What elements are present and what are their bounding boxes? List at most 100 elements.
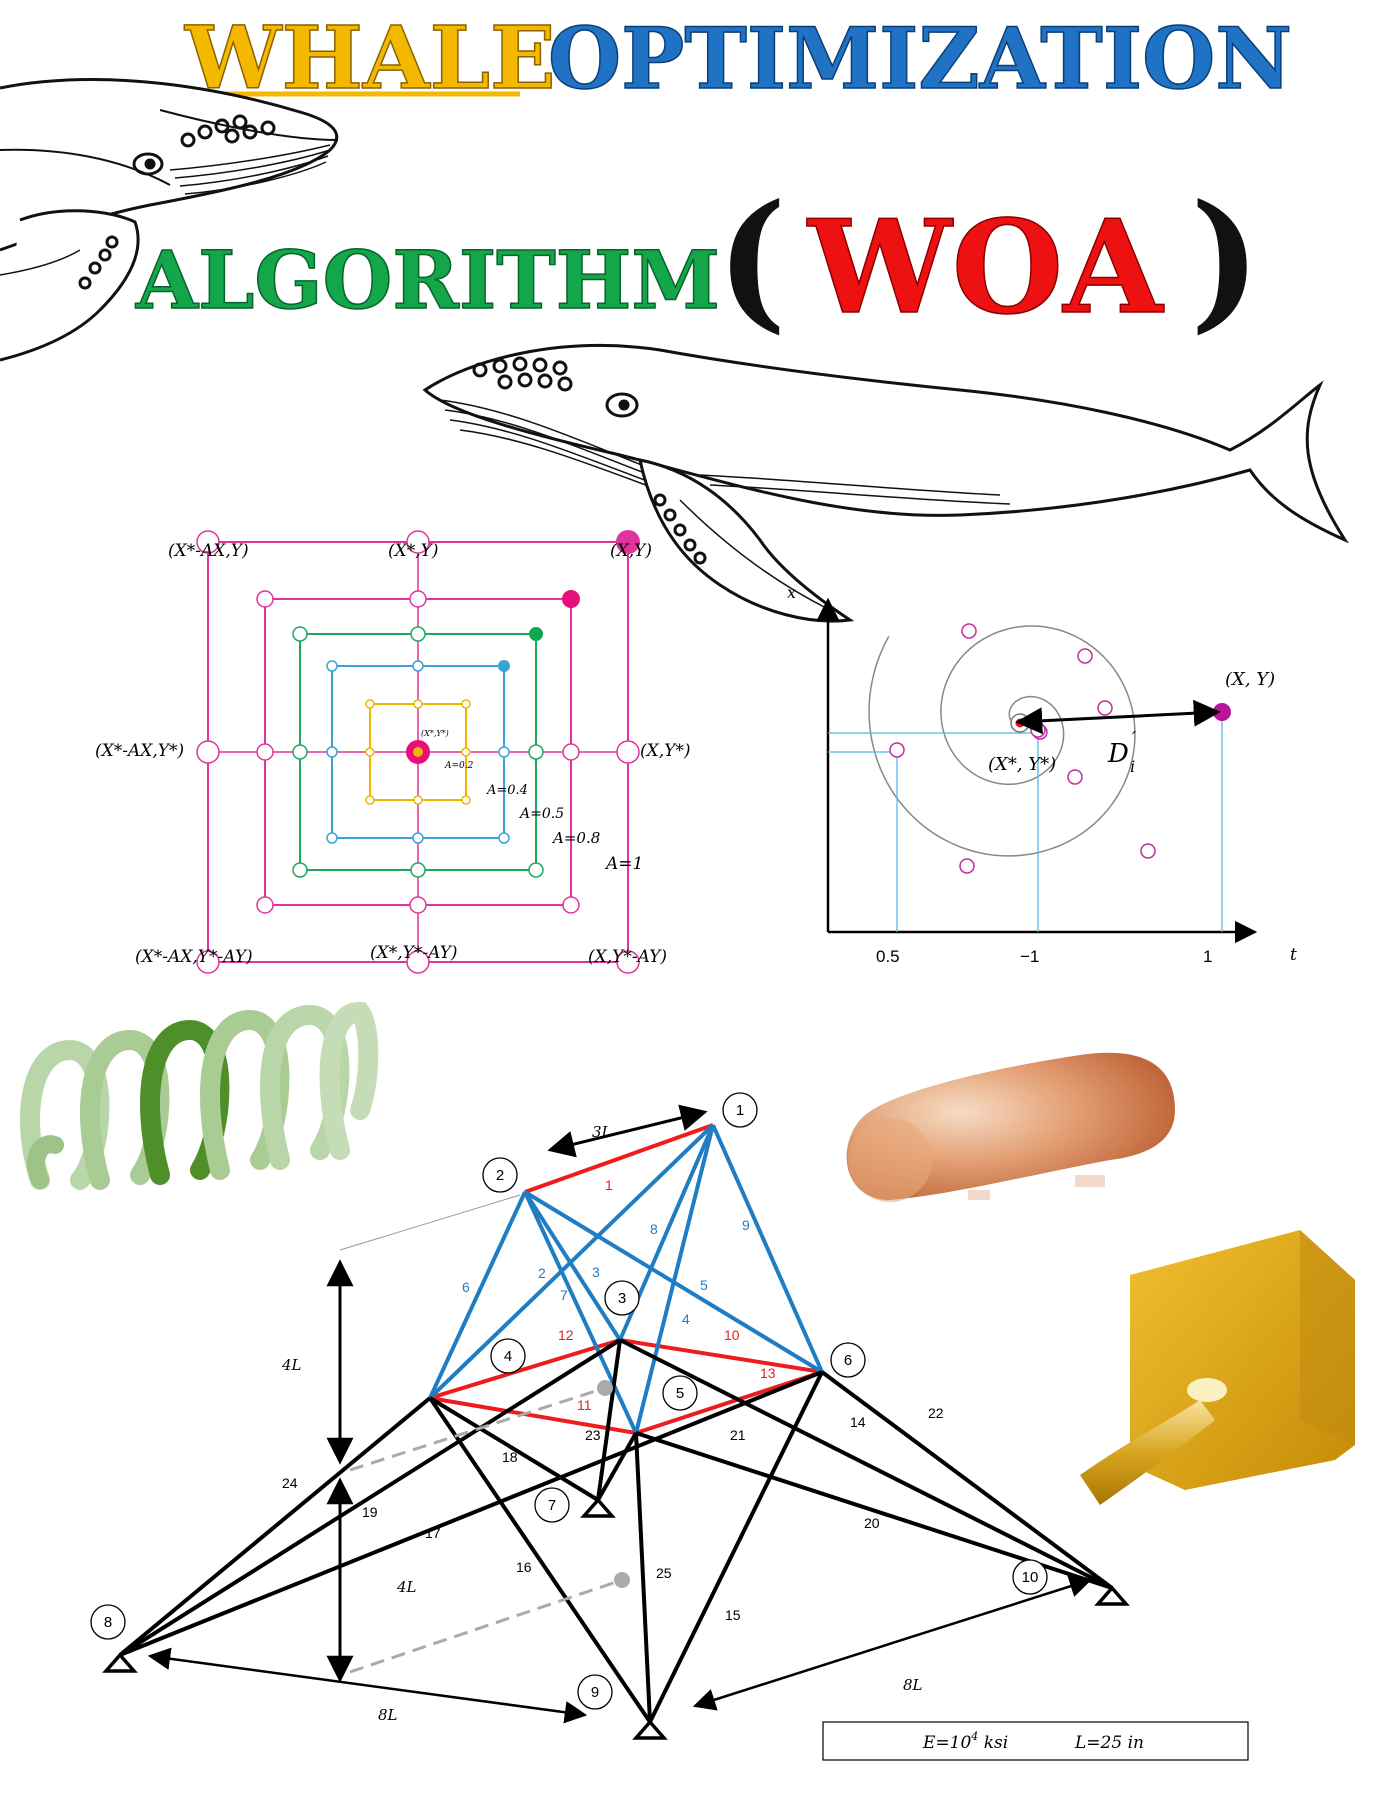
truss-member-label-12: 12 <box>558 1327 574 1343</box>
encircle-node-2-7 <box>529 863 543 877</box>
encircle-node-4-2 <box>462 700 470 708</box>
legend-e-unit: ksi <box>978 1733 1008 1753</box>
encircle-node-2-6 <box>411 863 425 877</box>
legend-l: L=25 in <box>1074 1733 1144 1753</box>
encircle-node-1-6 <box>410 897 426 913</box>
distance-arrow <box>1018 712 1218 722</box>
label-mid-right: (X,Y*) <box>640 741 691 761</box>
truss-node-label-1: 1 <box>736 1102 744 1119</box>
encircle-best-2 <box>529 627 543 641</box>
truss-member-label-25: 25 <box>656 1565 672 1581</box>
dim-label-top: 3L <box>592 1123 612 1141</box>
truss-support-8 <box>106 1655 134 1671</box>
encircle-node-0-3 <box>197 741 219 763</box>
label-a-0-4: A=0.4 <box>486 783 528 798</box>
truss-member-label-17: 17 <box>425 1525 441 1541</box>
tick-neg-1: −1 <box>1020 947 1039 966</box>
whale-illustration-right <box>425 346 1345 622</box>
truss-member-4-9 <box>430 1398 650 1722</box>
tick-1: 1 <box>1203 947 1212 966</box>
encircle-node-3-7 <box>499 833 509 843</box>
spring-illustration <box>30 1012 368 1180</box>
truss-member-label-5: 5 <box>700 1277 708 1293</box>
label-top-mid: (X*,Y) <box>388 541 439 561</box>
truss-member-label-10: 10 <box>724 1327 740 1343</box>
encircle-node-3-1 <box>413 661 423 671</box>
center-label: (X*, Y*) <box>988 754 1056 775</box>
title-block: WHALE OPTIMIZATION ALGORITHM ( WOA ) <box>135 8 1292 348</box>
truss-member-label-18: 18 <box>502 1449 518 1465</box>
label-bot-right: (X,Y*-AY) <box>588 947 667 967</box>
dim-arrow-base-left <box>150 1656 585 1715</box>
encircle-node-2-5 <box>293 863 307 877</box>
title-acronym: WOA <box>806 193 1164 343</box>
dim-label-lower: 4L <box>396 1578 417 1596</box>
spiral-point-2 <box>1098 701 1112 715</box>
distance-sub: i <box>1130 757 1135 776</box>
dim-arrow-base-right <box>695 1580 1090 1706</box>
truss-node-label-2: 2 <box>496 1167 504 1184</box>
spiral-point-5 <box>1141 844 1155 858</box>
truss-members <box>120 1125 1112 1722</box>
truss-member-label-8: 8 <box>650 1221 658 1237</box>
encircle-node-1-5 <box>257 897 273 913</box>
truss-dashed-upper-end <box>597 1380 613 1396</box>
truss-node-label-8: 8 <box>104 1614 112 1631</box>
encircle-node-3-5 <box>327 833 337 843</box>
truss-member-label-15: 15 <box>725 1607 741 1623</box>
legend-box <box>823 1722 1248 1760</box>
truss-node-label-7: 7 <box>548 1497 556 1514</box>
title-word-algorithm: ALGORITHM <box>135 233 720 327</box>
encircle-node-4-3 <box>366 748 374 756</box>
label-top-left: (X*-AX,Y) <box>168 541 249 561</box>
encircle-node-2-4 <box>529 745 543 759</box>
truss-member-6-8 <box>120 1372 822 1655</box>
label-top-right: (X,Y) <box>610 541 652 561</box>
encircle-node-4-0 <box>366 700 374 708</box>
spiral-diagram: x t 0.5 −1 1 (X, Y) (X*, Y*) D i ′ <box>787 583 1297 966</box>
truss-node-label-3: 3 <box>618 1290 626 1307</box>
truss-support-7 <box>584 1500 612 1516</box>
truss-member-label-1: 1 <box>605 1177 613 1193</box>
legend-e-exp: 4 <box>970 1730 978 1743</box>
encircle-node-1-4 <box>563 744 579 760</box>
encircle-node-1-3 <box>257 744 273 760</box>
truss-node-label-6: 6 <box>844 1352 852 1369</box>
truss-member-label-6: 6 <box>462 1279 470 1295</box>
encircle-node-1-0 <box>257 591 273 607</box>
spiral-point-3 <box>1068 770 1082 784</box>
truss-member-label-22: 22 <box>928 1405 944 1421</box>
legend-e: E=104 ksi <box>922 1730 1008 1753</box>
truss-support-9 <box>636 1722 664 1738</box>
label-mid-left: (X*-AX,Y*) <box>95 741 184 761</box>
encircle-best-3 <box>498 660 510 672</box>
encircle-node-4-6 <box>414 796 422 804</box>
truss-member-label-2: 2 <box>538 1265 546 1281</box>
encircle-best-1 <box>562 590 580 608</box>
distance-prime: ′ <box>1132 728 1136 749</box>
beam-block-illustration <box>1080 1230 1355 1505</box>
spiral-guide-lines <box>828 712 1222 932</box>
encircle-node-4-5 <box>366 796 374 804</box>
truss-member-5-9 <box>636 1433 650 1722</box>
encircle-node-2-1 <box>411 627 425 641</box>
dim-label-base-left: 8L <box>378 1706 398 1724</box>
label-a-1: A=1 <box>604 854 643 874</box>
truss-diagram: 12345678910 1101112132 3456 78 914151617181… <box>91 1093 1248 1760</box>
truss-member-label-11: 11 <box>577 1397 592 1413</box>
truss-member-label-14: 14 <box>850 1414 866 1430</box>
truss-member-6-9 <box>650 1372 822 1722</box>
spiral-point-1 <box>1078 649 1092 663</box>
title-word-optimization: OPTIMIZATION <box>548 9 1292 108</box>
truss-member-1-4 <box>430 1125 713 1398</box>
truss-member-label-7: 7 <box>560 1287 568 1303</box>
encircle-node-2-0 <box>293 627 307 641</box>
truss-dashed-upper <box>350 1388 605 1470</box>
point-label-xy: (X, Y) <box>1225 669 1275 690</box>
encircling-markers <box>197 530 640 973</box>
legend-e-base: E=10 <box>922 1733 971 1753</box>
spiral-curve <box>869 626 1135 856</box>
truss-dashed-lower-end <box>614 1572 630 1588</box>
truss-legend: E=104 ksi L=25 in <box>823 1722 1248 1760</box>
truss-member-4-8 <box>120 1398 430 1655</box>
